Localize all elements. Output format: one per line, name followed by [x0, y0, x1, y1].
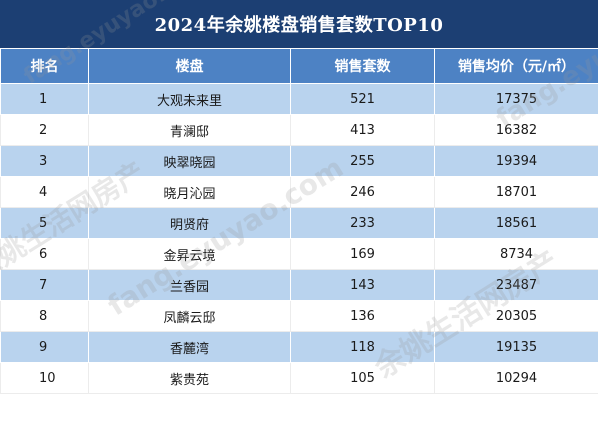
table-row: 10 紫贵苑 105 10294 — [0, 362, 598, 394]
rank-cell: 10 — [0, 362, 89, 394]
units-cell: 143 — [290, 269, 435, 301]
units-cell: 136 — [290, 300, 435, 332]
table-row: 2 青澜邸 413 16382 — [0, 114, 598, 146]
rank-cell: 7 — [0, 269, 89, 301]
rank-cell: 4 — [0, 176, 89, 208]
rank-cell: 9 — [0, 331, 89, 363]
project-cell: 紫贵苑 — [88, 362, 291, 394]
project-cell: 金昇云境 — [88, 238, 291, 270]
project-cell: 香麓湾 — [88, 331, 291, 363]
project-cell: 大观未来里 — [88, 83, 291, 115]
price-cell: 20305 — [434, 300, 598, 332]
project-cell: 青澜邸 — [88, 114, 291, 146]
table-row: 7 兰香园 143 23487 — [0, 269, 598, 301]
table-row: 8 凤麟云邸 136 20305 — [0, 300, 598, 332]
header-price: 销售均价（元/㎡） — [434, 48, 598, 84]
header-project: 楼盘 — [88, 48, 291, 84]
rank-cell: 6 — [0, 238, 89, 270]
units-cell: 413 — [290, 114, 435, 146]
rank-cell: 3 — [0, 145, 89, 177]
rank-cell: 1 — [0, 83, 89, 115]
units-cell: 233 — [290, 207, 435, 239]
project-cell: 兰香园 — [88, 269, 291, 301]
price-cell: 17375 — [434, 83, 598, 115]
project-cell: 晓月沁园 — [88, 176, 291, 208]
price-cell: 18701 — [434, 176, 598, 208]
rank-cell: 5 — [0, 207, 89, 239]
project-cell: 明贤府 — [88, 207, 291, 239]
rank-cell: 8 — [0, 300, 89, 332]
price-cell: 19135 — [434, 331, 598, 363]
project-cell: 凤麟云邸 — [88, 300, 291, 332]
price-cell: 10294 — [434, 362, 598, 394]
table-row: 1 大观未来里 521 17375 — [0, 83, 598, 115]
units-cell: 255 — [290, 145, 435, 177]
units-cell: 169 — [290, 238, 435, 270]
units-cell: 118 — [290, 331, 435, 363]
table-row: 9 香麓湾 118 19135 — [0, 331, 598, 363]
project-cell: 映翠晓园 — [88, 145, 291, 177]
price-cell: 16382 — [434, 114, 598, 146]
table-header-row: 排名 楼盘 销售套数 销售均价（元/㎡） — [0, 48, 598, 84]
table-title: 2024年余姚楼盘销售套数TOP10 — [0, 0, 598, 48]
header-units: 销售套数 — [290, 48, 435, 84]
price-cell: 19394 — [434, 145, 598, 177]
rank-cell: 2 — [0, 114, 89, 146]
table-row: 3 映翠晓园 255 19394 — [0, 145, 598, 177]
units-cell: 246 — [290, 176, 435, 208]
table-row: 6 金昇云境 169 8734 — [0, 238, 598, 270]
units-cell: 521 — [290, 83, 435, 115]
price-cell: 23487 — [434, 269, 598, 301]
sales-ranking-table: 排名 楼盘 销售套数 销售均价（元/㎡） 1 大观未来里 521 17375 2… — [0, 48, 598, 394]
price-cell: 18561 — [434, 207, 598, 239]
table-row: 5 明贤府 233 18561 — [0, 207, 598, 239]
price-cell: 8734 — [434, 238, 598, 270]
table-row: 4 晓月沁园 246 18701 — [0, 176, 598, 208]
units-cell: 105 — [290, 362, 435, 394]
header-rank: 排名 — [0, 48, 89, 84]
